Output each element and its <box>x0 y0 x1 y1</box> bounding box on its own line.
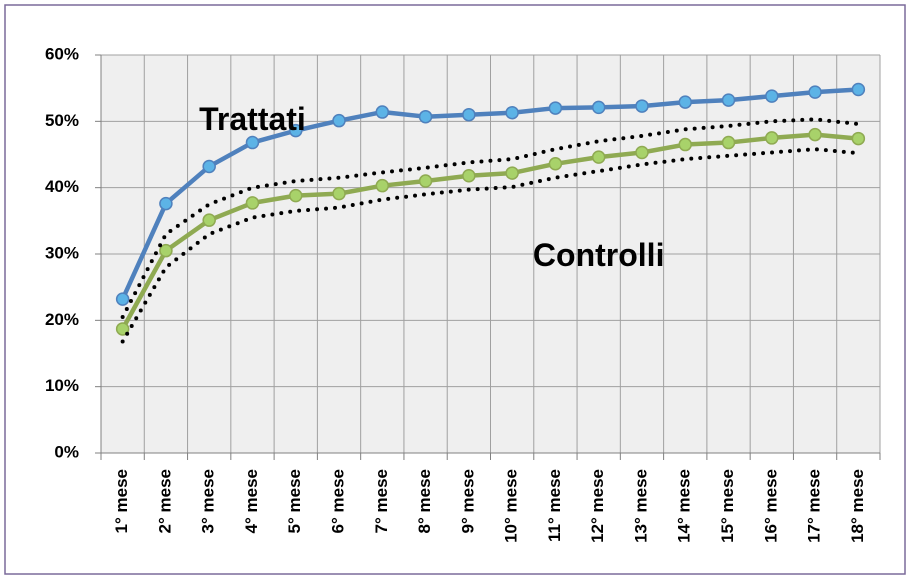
marker <box>591 100 606 115</box>
annotation: Controlli <box>533 237 665 273</box>
marker <box>808 127 822 142</box>
marker <box>678 95 692 109</box>
marker <box>505 166 519 180</box>
x-tick-label: 6° mese <box>329 469 348 533</box>
x-tick-label: 7° mese <box>372 469 391 533</box>
marker <box>375 178 390 193</box>
marker <box>202 213 216 227</box>
x-tick-label: 15° mese <box>718 469 737 543</box>
y-tick-label: 30% <box>45 243 79 262</box>
x-tick-label: 5° mese <box>285 469 304 533</box>
y-tick-label: 20% <box>45 310 79 329</box>
x-tick-label: 18° mese <box>848 469 867 543</box>
x-tick-label: 12° mese <box>588 469 607 543</box>
marker <box>418 174 433 188</box>
x-tick-label: 2° mese <box>155 469 174 533</box>
y-tick-label: 40% <box>45 177 79 196</box>
x-tick-label: 13° mese <box>631 469 650 543</box>
series-line <box>120 147 861 344</box>
x-tick-label: 4° mese <box>242 469 261 533</box>
y-tick-label: 10% <box>45 376 79 395</box>
marker <box>332 113 346 128</box>
marker <box>115 292 130 306</box>
x-tick-label: 1° mese <box>112 469 131 533</box>
marker <box>418 109 433 124</box>
marker <box>159 243 173 258</box>
marker <box>202 159 216 174</box>
marker <box>548 157 563 171</box>
marker <box>851 82 866 97</box>
marker <box>721 93 736 107</box>
marker <box>635 99 649 113</box>
marker <box>289 188 303 203</box>
y-tick-label: 0% <box>54 442 79 461</box>
annotation: Trattati <box>199 101 306 137</box>
x-tick-label: 9° mese <box>458 469 477 533</box>
x-tick-label: 17° mese <box>805 469 824 543</box>
marker <box>721 135 736 150</box>
marker <box>808 85 822 99</box>
marker <box>591 150 606 164</box>
series-line <box>120 117 861 320</box>
x-tick-label: 16° mese <box>761 469 780 543</box>
marker <box>505 105 519 120</box>
x-tick-label: 11° mese <box>545 469 564 542</box>
marker <box>115 322 130 336</box>
marker <box>765 131 779 145</box>
marker <box>765 89 779 103</box>
x-tick-label: 3° mese <box>199 469 218 533</box>
series-line <box>120 87 859 301</box>
y-tick-label: 50% <box>45 111 79 130</box>
marker <box>851 131 866 146</box>
marker <box>375 105 390 119</box>
marker <box>462 107 476 122</box>
y-tick-label: 60% <box>45 44 79 63</box>
x-tick-label: 8° mese <box>415 469 434 533</box>
marker <box>245 196 260 210</box>
x-tick-label: 10° mese <box>502 469 521 543</box>
marker <box>289 123 303 138</box>
marker <box>635 145 649 160</box>
marker <box>159 196 173 211</box>
series-line <box>120 132 859 331</box>
marker <box>462 168 476 183</box>
marker <box>678 137 692 152</box>
marker <box>548 101 563 115</box>
marker <box>332 186 346 201</box>
marker <box>245 135 260 150</box>
x-tick-label: 14° mese <box>675 469 694 543</box>
